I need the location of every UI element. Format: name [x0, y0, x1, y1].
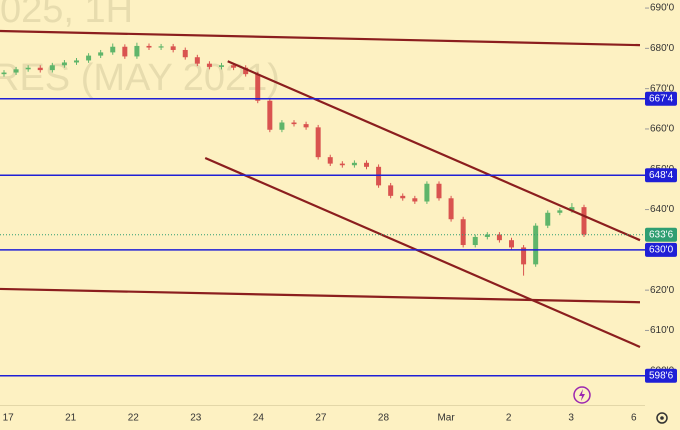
candle-body	[448, 198, 454, 220]
candle-body	[98, 52, 104, 56]
candle-body	[327, 157, 333, 164]
candle-body	[339, 163, 345, 166]
candle-body	[496, 234, 502, 241]
x-tick-label: 27	[315, 413, 327, 424]
candle-body	[1, 72, 7, 75]
candle-body	[170, 46, 176, 50]
candle-body	[376, 166, 382, 186]
candle-body	[533, 225, 539, 265]
candle-body	[400, 195, 406, 199]
candle-body	[158, 46, 164, 48]
trendline	[0, 287, 641, 304]
x-tick-label: 3	[568, 413, 574, 424]
price-label: 648'4	[649, 170, 674, 181]
candle-body	[37, 67, 43, 71]
price-label: 667'4	[649, 93, 674, 104]
trendline	[204, 156, 641, 348]
x-tick-label: 24	[253, 413, 265, 424]
candle-body	[364, 162, 369, 167]
candle-body	[86, 55, 92, 61]
candle-body	[388, 185, 394, 196]
x-tick-label: 6	[631, 413, 637, 424]
y-tick-label: 690'0	[650, 3, 675, 14]
price-label-box	[645, 368, 677, 383]
candle-body	[134, 45, 140, 57]
settings-center	[660, 416, 664, 420]
price-label-box	[645, 168, 677, 183]
trendline	[0, 29, 641, 47]
x-tick-label: 28	[378, 413, 390, 424]
x-tick-label: 17	[3, 413, 15, 424]
y-tick-label: 670'0	[650, 83, 675, 94]
y-tick-label: 680'0	[650, 43, 675, 54]
price-label: 598'6	[649, 370, 674, 381]
candle-body	[291, 122, 297, 125]
x-tick-label: 23	[190, 413, 202, 424]
price-label-box	[645, 242, 677, 257]
candle-body	[460, 219, 466, 246]
watermark: RES (MAY 2021)	[0, 57, 280, 99]
candle-body	[219, 65, 224, 67]
candle-body	[436, 183, 442, 199]
candle-body	[569, 207, 575, 211]
candle-body	[545, 212, 551, 226]
candle-body	[424, 183, 430, 202]
candle-body	[25, 67, 31, 70]
candle-body	[557, 210, 563, 213]
x-tick-label: 22	[128, 413, 140, 424]
candle-body	[412, 198, 418, 202]
candle-body	[267, 100, 273, 130]
candle-body	[351, 162, 357, 166]
candle-body	[206, 63, 212, 67]
price-label: 633'6	[649, 229, 674, 240]
candle-body	[13, 69, 19, 73]
candle-body	[61, 62, 67, 66]
candle-body	[472, 236, 478, 246]
trendline	[227, 60, 641, 242]
y-tick-label: 660'0	[650, 124, 675, 135]
candle-body	[255, 74, 261, 101]
candle-body	[509, 240, 514, 248]
candle-body	[194, 57, 200, 64]
settings-icon[interactable]	[656, 412, 668, 424]
watermark: 025, 1H	[0, 0, 133, 31]
candle-body	[122, 46, 128, 57]
candle-body	[581, 207, 587, 235]
candle-body	[315, 127, 321, 158]
candle-body	[231, 65, 237, 68]
candle-body	[49, 65, 55, 71]
price-label-box	[645, 91, 677, 106]
candle-body	[243, 67, 249, 75]
candle-body	[521, 247, 527, 265]
candle-body	[182, 49, 188, 58]
candle-body	[110, 46, 116, 53]
y-tick-label: 640'0	[650, 204, 675, 215]
alert-icon[interactable]	[573, 386, 591, 404]
price-label-box	[645, 227, 677, 242]
x-tick-label: Mar	[437, 413, 455, 424]
y-tick-label: 620'0	[650, 285, 675, 296]
candle-body	[303, 124, 309, 128]
candle-body	[146, 45, 152, 48]
price-label: 630'0	[649, 244, 674, 255]
x-tick-label: 21	[65, 413, 77, 424]
alert-bolt	[579, 389, 585, 401]
y-tick-label: 610'0	[650, 325, 675, 336]
x-tick-label: 2	[506, 413, 512, 424]
candle-body	[279, 122, 285, 130]
candle-body	[74, 60, 79, 63]
candle-body	[484, 234, 490, 237]
